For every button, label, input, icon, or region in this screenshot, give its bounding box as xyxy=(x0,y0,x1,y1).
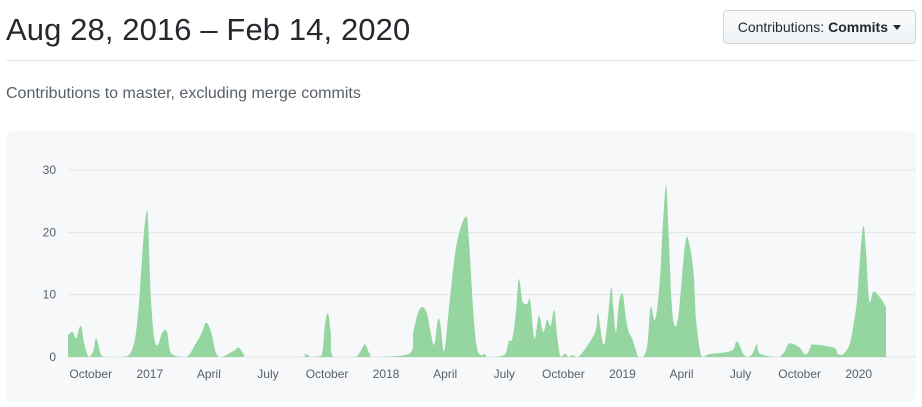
x-tick-label: July xyxy=(257,367,278,381)
y-tick-label: 20 xyxy=(43,225,57,239)
select-value: Commits xyxy=(828,19,888,35)
header: Aug 28, 2016 – Feb 14, 2020 Contribution… xyxy=(6,10,916,60)
x-tick-label: April xyxy=(669,367,693,381)
series-area-commits xyxy=(68,185,886,357)
x-tick-label: October xyxy=(542,367,585,381)
date-range-title: Aug 28, 2016 – Feb 14, 2020 xyxy=(6,12,411,47)
y-tick-label: 10 xyxy=(43,288,57,302)
caret-down-icon xyxy=(893,24,901,30)
x-tick-label: October xyxy=(306,367,349,381)
x-tick-label: 2019 xyxy=(609,367,636,381)
y-tick-label: 0 xyxy=(49,350,56,364)
x-tick-label: 2018 xyxy=(373,367,400,381)
chart-container: 0 10 20 30 October 2017 April July October 2018 Ap… xyxy=(6,131,916,401)
contributions-chart: 0 10 20 30 October 2017 April July October 2018 Ap… xyxy=(43,163,916,381)
chart-subtitle: Contributions to master, excluding merge… xyxy=(6,85,361,102)
x-tick-label: April xyxy=(433,367,457,381)
contributions-type-select[interactable]: Contributions: Commits xyxy=(722,10,916,44)
select-label: Contributions: xyxy=(737,19,825,35)
area-layer xyxy=(68,185,886,357)
x-tick-label: October xyxy=(69,367,112,381)
grid-layer xyxy=(68,169,916,358)
header-divider xyxy=(6,60,916,61)
x-tick-label: 2017 xyxy=(136,367,163,381)
x-tick-label: July xyxy=(730,367,751,381)
x-tick-label: 2020 xyxy=(845,367,872,381)
x-tick-label: July xyxy=(494,367,515,381)
x-tick-label: October xyxy=(778,367,821,381)
y-tick-label: 30 xyxy=(43,163,57,177)
label-layer: 0 10 20 30 October 2017 April July October 2018 Ap… xyxy=(43,163,873,381)
x-tick-label: April xyxy=(197,367,221,381)
